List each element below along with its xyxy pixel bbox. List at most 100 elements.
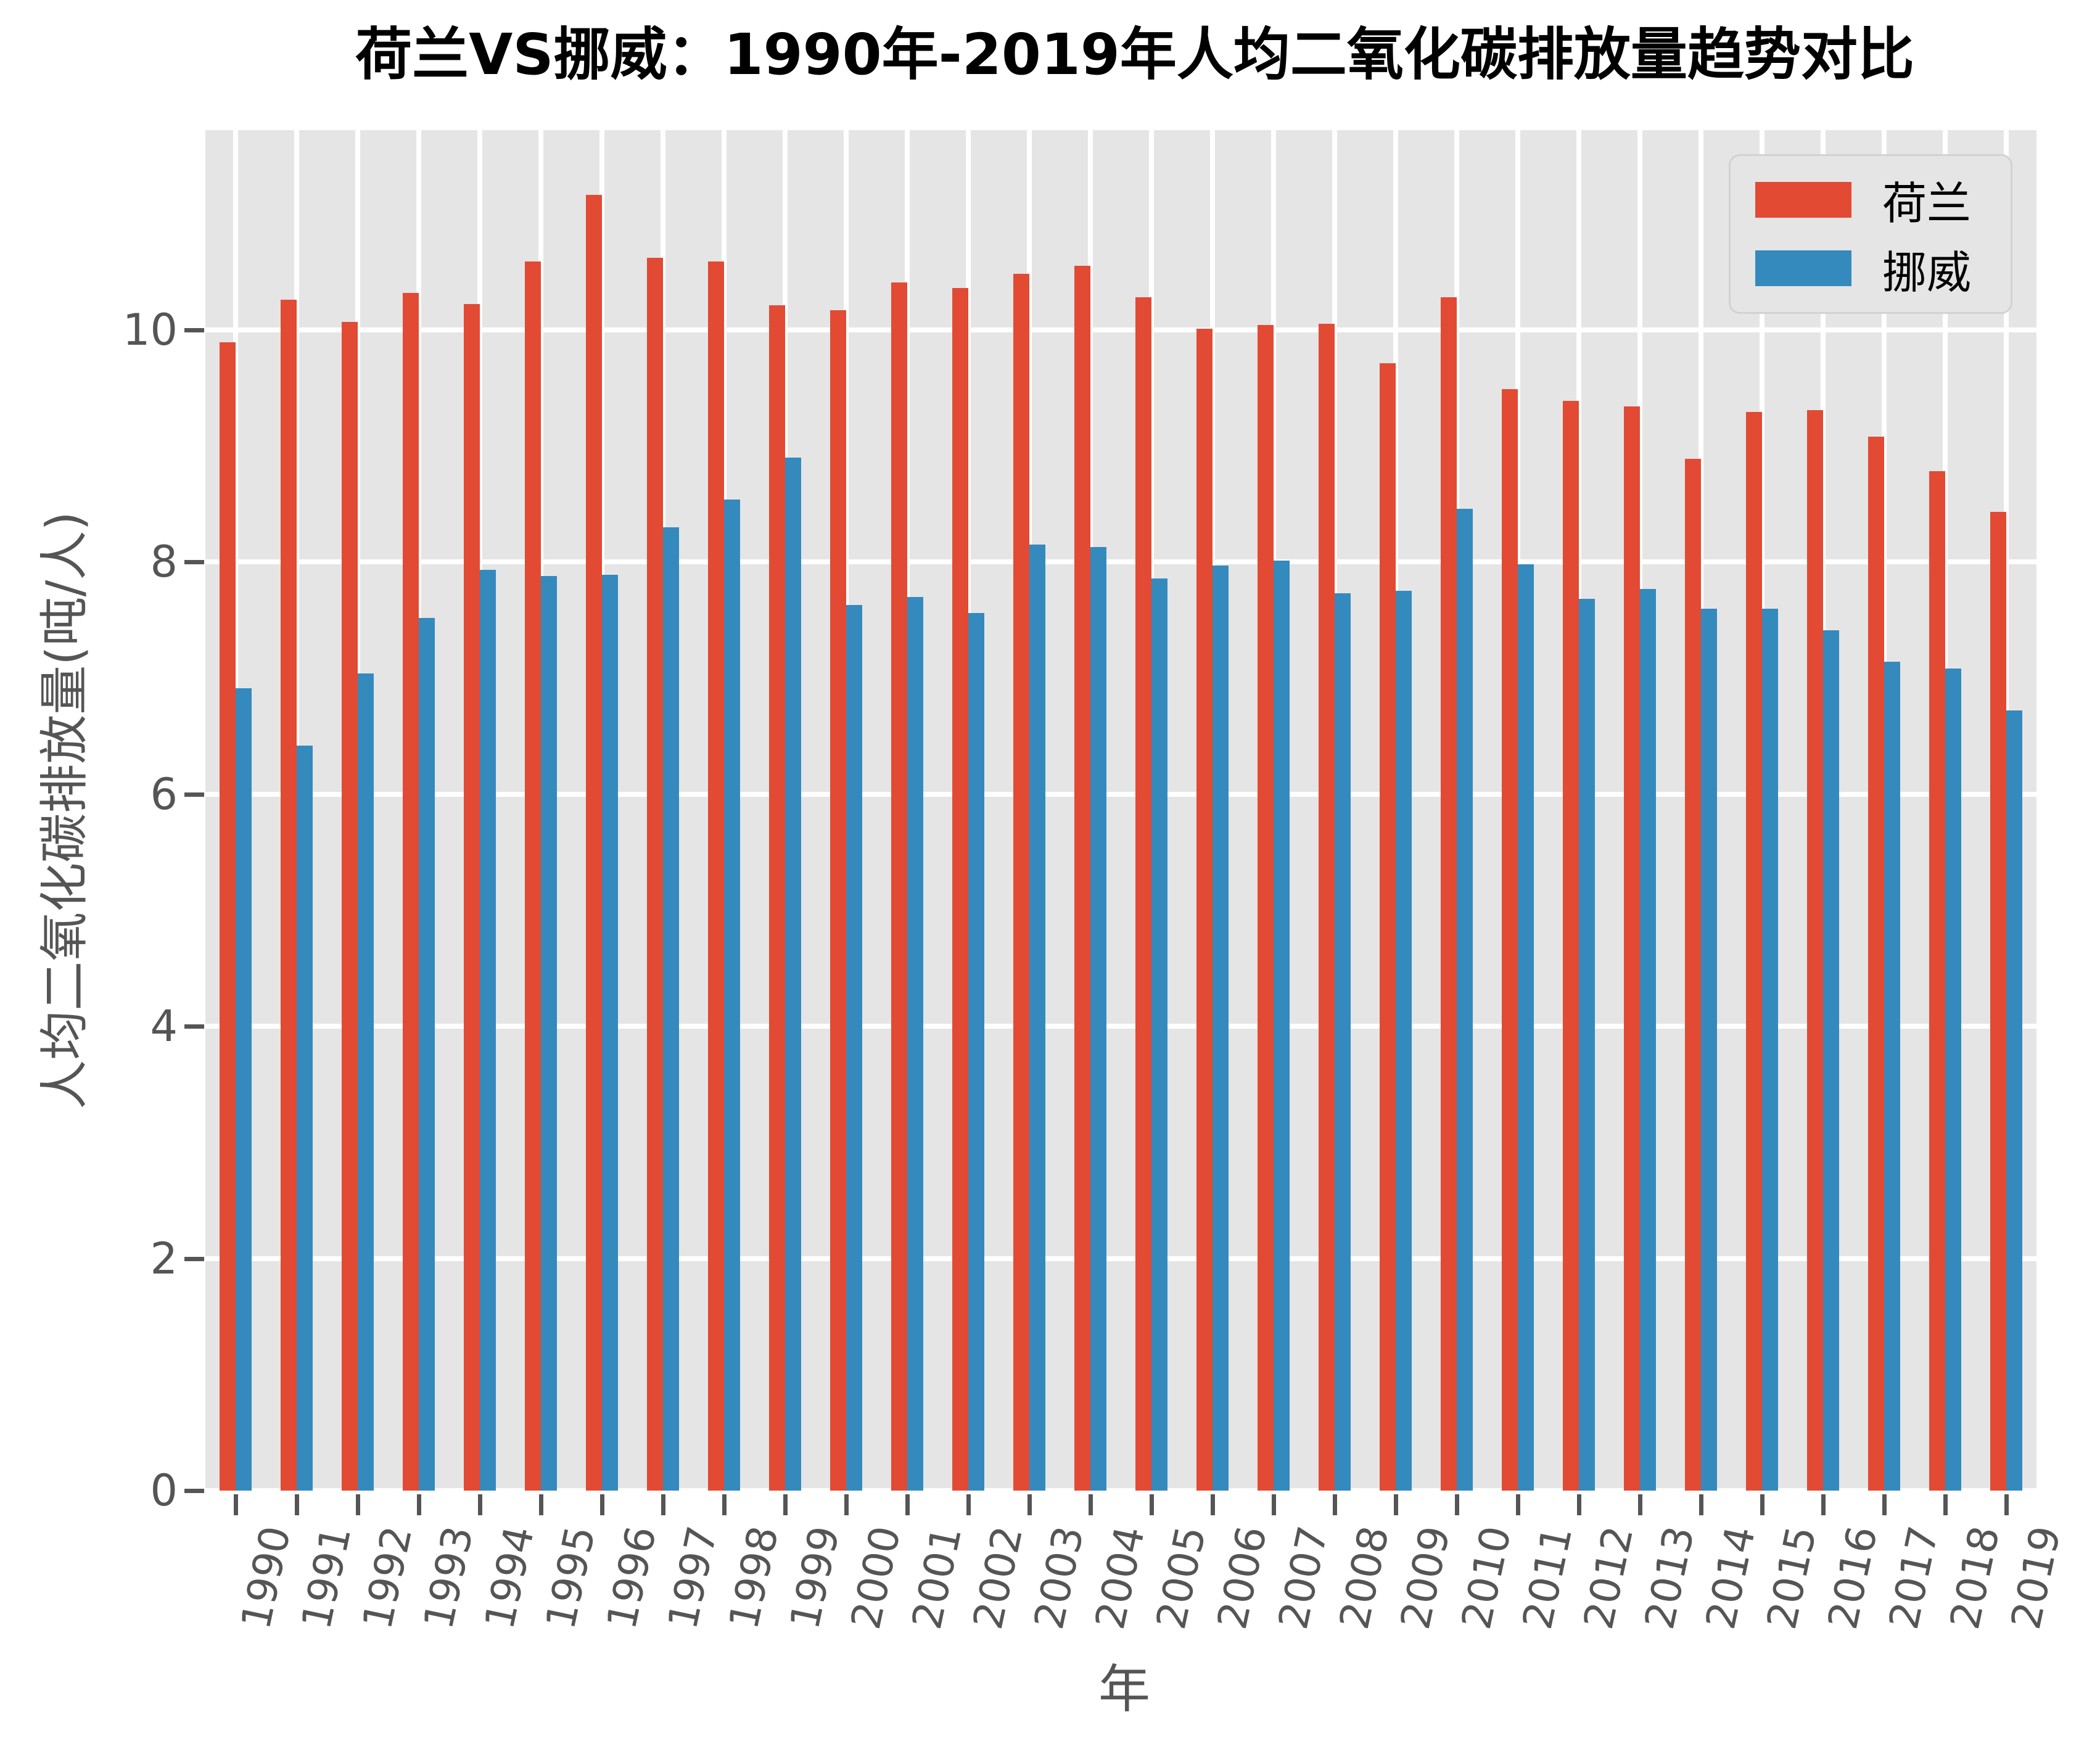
x-tick-2019	[2004, 1494, 2009, 1515]
bar-norway-1992	[358, 673, 374, 1491]
bar-netherlands-2014	[1684, 458, 1701, 1491]
x-tick-2000	[844, 1494, 849, 1515]
x-tick-label-text-2008: 2008	[1330, 1522, 1399, 1634]
bar-netherlands-1999	[769, 305, 786, 1491]
x-tick-label-text-1992: 1992	[353, 1522, 422, 1634]
x-tick-1996	[600, 1494, 605, 1515]
legend-swatch-norway	[1755, 250, 1851, 287]
bar-netherlands-2010	[1440, 297, 1457, 1491]
legend-row-netherlands: 荷兰	[1755, 167, 1986, 232]
bar-norway-2019	[2006, 710, 2022, 1491]
bar-netherlands-1997	[647, 258, 664, 1491]
y-tick-label-8: 8	[150, 537, 178, 588]
bar-norway-2013	[1639, 588, 1656, 1491]
y-tick-2	[184, 1256, 204, 1261]
plot-area	[205, 130, 2036, 1493]
bar-netherlands-2009	[1379, 363, 1396, 1491]
x-tick-label-text-2015: 2015	[1757, 1522, 1826, 1634]
bar-norway-2008	[1334, 593, 1351, 1491]
x-tick-label-text-2011: 2011	[1513, 1522, 1582, 1634]
h-gridline-6	[205, 791, 2036, 797]
bar-netherlands-2005	[1135, 297, 1151, 1491]
x-tick-2018	[1943, 1494, 1948, 1515]
x-tick-1995	[539, 1494, 544, 1515]
x-tick-label-text-2017: 2017	[1879, 1522, 1948, 1634]
x-tick-2012	[1576, 1494, 1581, 1515]
bar-norway-1990	[236, 688, 252, 1491]
x-tick-label-text-1996: 1996	[598, 1522, 666, 1634]
bar-netherlands-1996	[586, 195, 603, 1491]
bar-netherlands-2019	[1990, 512, 2006, 1491]
x-tick-2013	[1637, 1494, 1642, 1515]
x-tick-label-text-1998: 1998	[720, 1522, 788, 1634]
x-tick-label-text-2006: 2006	[1208, 1522, 1277, 1634]
legend-swatch-netherlands	[1755, 181, 1851, 218]
h-gridline-10	[205, 327, 2036, 332]
x-tick-2011	[1515, 1494, 1520, 1515]
x-tick-2017	[1882, 1494, 1887, 1515]
bar-norway-2007	[1273, 561, 1290, 1491]
h-gridline-2	[205, 1256, 2036, 1261]
y-tick-4	[184, 1024, 204, 1029]
bar-norway-2018	[1945, 669, 1961, 1491]
x-tick-1991	[295, 1494, 300, 1515]
bar-norway-1993	[419, 617, 435, 1491]
bar-norway-2000	[846, 604, 863, 1491]
bar-netherlands-2000	[830, 310, 847, 1491]
x-tick-1998	[722, 1494, 727, 1515]
bar-norway-2004	[1090, 546, 1107, 1491]
bar-norway-2016	[1822, 630, 1839, 1491]
x-tick-label-text-2007: 2007	[1269, 1522, 1338, 1634]
bar-norway-2015	[1761, 608, 1778, 1491]
y-tick-6	[184, 792, 204, 797]
bar-netherlands-2004	[1074, 266, 1091, 1491]
y-tick-label-4: 4	[150, 1001, 178, 1052]
x-tick-label-text-2012: 2012	[1574, 1522, 1643, 1634]
x-tick-label-text-2016: 2016	[1818, 1522, 1887, 1634]
bar-norway-2003	[1029, 544, 1046, 1491]
bar-norway-1996	[602, 574, 619, 1491]
bar-norway-2010	[1456, 508, 1473, 1491]
y-tick-label-2: 2	[150, 1233, 178, 1284]
x-tick-label-text-2002: 2002	[964, 1522, 1032, 1634]
bar-netherlands-2003	[1013, 274, 1030, 1491]
legend-row-norway: 挪威	[1755, 236, 1986, 301]
x-tick-2007	[1271, 1494, 1276, 1515]
x-tick-label-text-2019: 2019	[2001, 1522, 2070, 1634]
bar-norway-1991	[297, 745, 313, 1491]
bar-norway-2009	[1395, 591, 1412, 1491]
bar-netherlands-2007	[1257, 325, 1274, 1491]
bar-norway-2005	[1151, 578, 1167, 1491]
bar-norway-1999	[785, 457, 802, 1491]
x-tick-label-text-1993: 1993	[414, 1522, 483, 1634]
x-tick-label-text-2013: 2013	[1635, 1522, 1704, 1634]
y-tick-label-10: 10	[122, 304, 178, 355]
bar-netherlands-2017	[1867, 436, 1884, 1491]
bar-norway-1997	[663, 527, 680, 1491]
x-tick-2014	[1699, 1494, 1703, 1515]
x-tick-label-text-2003: 2003	[1025, 1522, 1093, 1634]
bar-norway-2002	[968, 613, 985, 1491]
bar-norway-1998	[724, 499, 741, 1491]
x-tick-2004	[1089, 1494, 1093, 1515]
x-tick-2005	[1149, 1494, 1154, 1515]
x-tick-label-text-1991: 1991	[292, 1522, 361, 1634]
x-tick-label-text-1990: 1990	[231, 1522, 300, 1634]
bar-netherlands-2001	[891, 282, 908, 1491]
bar-netherlands-1992	[342, 321, 358, 1491]
x-tick-label-text-2001: 2001	[903, 1522, 971, 1634]
x-tick-label-text-2010: 2010	[1452, 1522, 1521, 1634]
x-tick-1993	[417, 1494, 422, 1515]
x-tick-2001	[905, 1494, 910, 1515]
bar-netherlands-2002	[952, 288, 969, 1491]
bar-norway-1994	[480, 570, 496, 1491]
x-tick-label-text-2005: 2005	[1147, 1522, 1216, 1634]
bar-norway-2006	[1212, 565, 1229, 1491]
y-tick-label-6: 6	[150, 768, 178, 820]
bar-netherlands-1991	[281, 299, 297, 1491]
y-tick-0	[184, 1489, 204, 1493]
y-tick-10	[184, 327, 204, 332]
bar-norway-2001	[907, 596, 924, 1491]
y-tick-8	[184, 560, 204, 565]
